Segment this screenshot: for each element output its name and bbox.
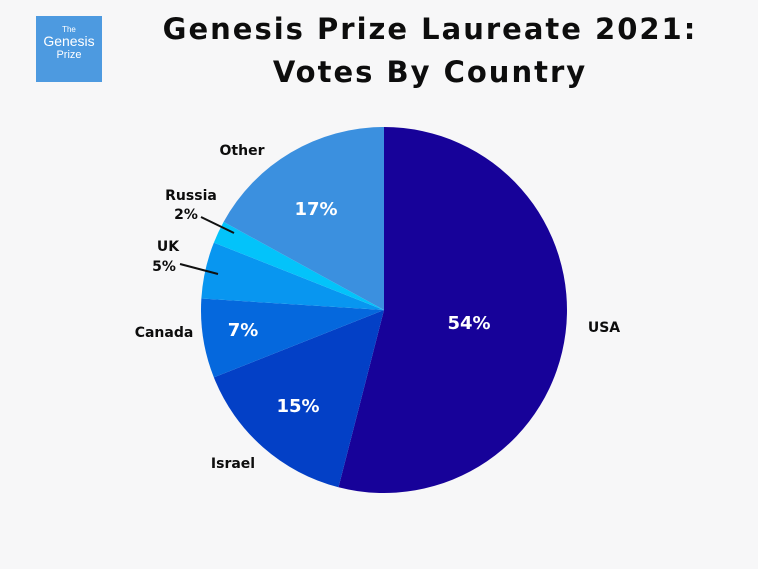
- slice-category-label-other: Other: [220, 143, 265, 159]
- pie-slice-canada: [201, 298, 384, 378]
- slice-category-label-israel: Israel: [211, 456, 255, 472]
- slice-category-label-canada: Canada: [135, 325, 194, 341]
- logo-line-prize: Prize: [56, 49, 82, 61]
- leader-lines: [179, 216, 235, 275]
- slice-value-label-russia: 2%: [174, 207, 198, 223]
- leader-line-russia: [200, 216, 235, 234]
- slice-value-label-israel: 15%: [276, 396, 319, 417]
- logo-line-the: The: [62, 25, 76, 34]
- slice-category-label-uk: UK: [157, 239, 180, 255]
- slice-value-label-canada: 7%: [228, 320, 259, 341]
- slice-value-label-uk: 5%: [152, 259, 176, 275]
- pie-labels: 54% USA 15% Israel 7% Canada 5% UK 2% Russia 17% Ot…: [135, 143, 621, 472]
- pie-slice-other: [223, 126, 384, 310]
- pie-slice-usa: [338, 127, 567, 494]
- leader-line-uk: [179, 263, 219, 275]
- slice-category-label-usa: USA: [588, 320, 620, 336]
- slice-category-label-russia: Russia: [165, 188, 217, 204]
- chart-title-line-1: Genesis Prize Laureate 2021:: [162, 12, 698, 46]
- pie-slice-russia: [213, 221, 384, 310]
- chart-title: Genesis Prize Laureate 2021: Votes By Co…: [110, 8, 750, 94]
- genesis-prize-logo: The Genesis Prize: [36, 16, 102, 82]
- chart-title-line-2: Votes By Country: [272, 55, 588, 89]
- pie-slices: [201, 126, 567, 494]
- pie-slice-uk: [201, 242, 384, 310]
- slice-value-label-usa: 54%: [447, 313, 490, 334]
- logo-line-genesis: Genesis: [43, 33, 95, 49]
- slice-value-label-other: 17%: [294, 199, 337, 220]
- pie-slice-israel: [213, 310, 384, 488]
